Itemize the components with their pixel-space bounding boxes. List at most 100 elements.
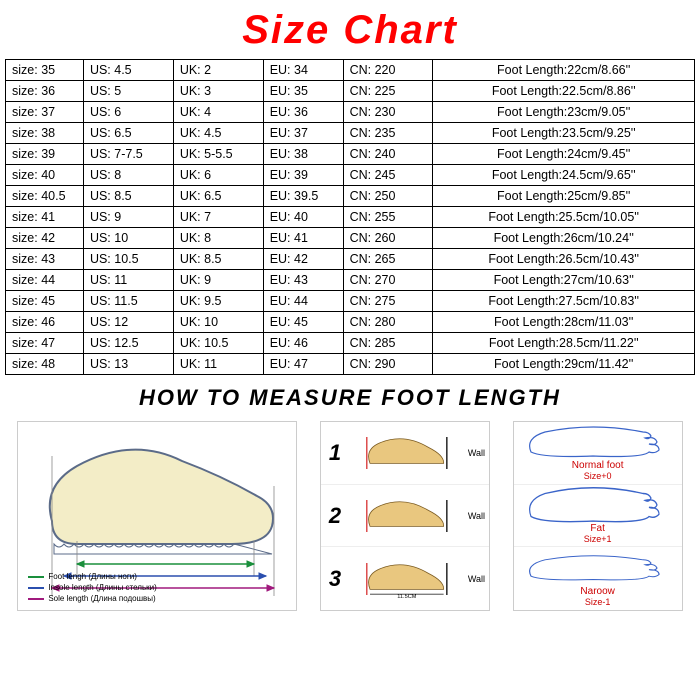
table-row: size: 45US: 11.5UK: 9.5EU: 44CN: 275Foot… <box>6 291 695 312</box>
cell-cn: CN: 230 <box>343 102 433 123</box>
measure-step: 2 Wall <box>321 485 489 548</box>
cell-us: US: 6 <box>83 102 173 123</box>
table-row: size: 39US: 7-7.5UK: 5-5.5EU: 38CN: 240F… <box>6 144 695 165</box>
cell-cn: CN: 240 <box>343 144 433 165</box>
cell-size: size: 47 <box>6 333 84 354</box>
cell-size: size: 44 <box>6 270 84 291</box>
step-number: 3 <box>321 566 349 592</box>
cell-uk: UK: 8.5 <box>173 249 263 270</box>
cell-us: US: 12 <box>83 312 173 333</box>
step-wall-label: Wall <box>468 574 489 584</box>
legend-insole-label: Insole length (Длины стельки) <box>48 582 156 593</box>
cell-us: US: 13 <box>83 354 173 375</box>
cell-size: size: 40 <box>6 165 84 186</box>
cell-uk: UK: 4.5 <box>173 123 263 144</box>
cell-eu: EU: 43 <box>263 270 343 291</box>
cell-foot: Foot Length:27cm/10.63'' <box>433 270 695 291</box>
cell-cn: CN: 265 <box>343 249 433 270</box>
cell-eu: EU: 39.5 <box>263 186 343 207</box>
cell-eu: EU: 36 <box>263 102 343 123</box>
cell-us: US: 11.5 <box>83 291 173 312</box>
cell-eu: EU: 35 <box>263 81 343 102</box>
legend-foot-label: Foot lengh (Длины ноги) <box>48 571 137 582</box>
cell-uk: UK: 10 <box>173 312 263 333</box>
cell-uk: UK: 8 <box>173 228 263 249</box>
step-wall-label: Wall <box>468 511 489 521</box>
cell-us: US: 6.5 <box>83 123 173 144</box>
step-foot-icon <box>349 433 468 473</box>
cell-cn: CN: 290 <box>343 354 433 375</box>
step-foot-icon <box>349 496 468 536</box>
cell-size: size: 43 <box>6 249 84 270</box>
cell-uk: UK: 11 <box>173 354 263 375</box>
measure-heading: HOW TO MEASURE FOOT LENGTH <box>0 375 700 417</box>
shoe-diagram-panel: Foot lengh (Длины ноги) Insole length (Д… <box>17 421 297 611</box>
cell-us: US: 8.5 <box>83 186 173 207</box>
legend-sole-label: Sole length (Длина подошвы) <box>48 593 155 604</box>
cell-cn: CN: 260 <box>343 228 433 249</box>
cell-size: size: 40.5 <box>6 186 84 207</box>
step-wall-label: Wall <box>468 448 489 458</box>
shoe-legend: Foot lengh (Длины ноги) Insole length (Д… <box>28 571 156 604</box>
measure-steps-panel: 1 Wall2 Wall3 11.5CM Wall <box>320 421 490 611</box>
cell-eu: EU: 41 <box>263 228 343 249</box>
table-row: size: 40US: 8UK: 6EU: 39CN: 245Foot Leng… <box>6 165 695 186</box>
cell-cn: CN: 270 <box>343 270 433 291</box>
cell-uk: UK: 6 <box>173 165 263 186</box>
table-row: size: 44US: 11UK: 9EU: 43CN: 270Foot Len… <box>6 270 695 291</box>
step-number: 1 <box>321 440 349 466</box>
cell-cn: CN: 235 <box>343 123 433 144</box>
cell-us: US: 10 <box>83 228 173 249</box>
cell-foot: Foot Length:25.5cm/10.05'' <box>433 207 695 228</box>
cell-size: size: 45 <box>6 291 84 312</box>
svg-text:11.5CM: 11.5CM <box>397 594 417 599</box>
cell-size: size: 36 <box>6 81 84 102</box>
table-row: size: 48US: 13UK: 11EU: 47CN: 290Foot Le… <box>6 354 695 375</box>
foot-type-label: Naroow <box>580 586 614 597</box>
cell-cn: CN: 280 <box>343 312 433 333</box>
cell-us: US: 7-7.5 <box>83 144 173 165</box>
cell-cn: CN: 225 <box>343 81 433 102</box>
cell-foot: Foot Length:27.5cm/10.83'' <box>433 291 695 312</box>
legend-foot: Foot lengh (Длины ноги) <box>28 571 156 582</box>
table-row: size: 37US: 6UK: 4EU: 36CN: 230Foot Leng… <box>6 102 695 123</box>
cell-size: size: 41 <box>6 207 84 228</box>
cell-cn: CN: 285 <box>343 333 433 354</box>
cell-foot: Foot Length:22cm/8.66'' <box>433 60 695 81</box>
cell-size: size: 42 <box>6 228 84 249</box>
cell-eu: EU: 46 <box>263 333 343 354</box>
cell-size: size: 37 <box>6 102 84 123</box>
cell-eu: EU: 40 <box>263 207 343 228</box>
legend-sole: Sole length (Длина подошвы) <box>28 593 156 604</box>
table-row: size: 42US: 10UK: 8EU: 41CN: 260Foot Len… <box>6 228 695 249</box>
cell-us: US: 5 <box>83 81 173 102</box>
cell-foot: Foot Length:24.5cm/9.65'' <box>433 165 695 186</box>
table-row: size: 43US: 10.5UK: 8.5EU: 42CN: 265Foot… <box>6 249 695 270</box>
cell-size: size: 48 <box>6 354 84 375</box>
cell-us: US: 4.5 <box>83 60 173 81</box>
cell-cn: CN: 275 <box>343 291 433 312</box>
cell-foot: Foot Length:26.5cm/10.43'' <box>433 249 695 270</box>
cell-eu: EU: 39 <box>263 165 343 186</box>
cell-foot: Foot Length:22.5cm/8.86'' <box>433 81 695 102</box>
cell-eu: EU: 47 <box>263 354 343 375</box>
measure-step: 3 11.5CM Wall <box>321 547 489 610</box>
foot-type-panel: Normal foot Size+0 Fat Size+1 Naroow Siz… <box>513 421 683 611</box>
cell-us: US: 10.5 <box>83 249 173 270</box>
cell-cn: CN: 245 <box>343 165 433 186</box>
table-row: size: 36US: 5UK: 3EU: 35CN: 225Foot Leng… <box>6 81 695 102</box>
cell-size: size: 46 <box>6 312 84 333</box>
table-row: size: 40.5US: 8.5UK: 6.5EU: 39.5CN: 250F… <box>6 186 695 207</box>
cell-us: US: 12.5 <box>83 333 173 354</box>
cell-cn: CN: 220 <box>343 60 433 81</box>
cell-foot: Foot Length:24cm/9.45'' <box>433 144 695 165</box>
cell-eu: EU: 45 <box>263 312 343 333</box>
cell-foot: Foot Length:23cm/9.05'' <box>433 102 695 123</box>
step-foot-icon: 11.5CM <box>349 559 468 599</box>
cell-uk: UK: 2 <box>173 60 263 81</box>
cell-foot: Foot Length:25cm/9.85'' <box>433 186 695 207</box>
cell-us: US: 11 <box>83 270 173 291</box>
cell-eu: EU: 37 <box>263 123 343 144</box>
cell-uk: UK: 6.5 <box>173 186 263 207</box>
cell-uk: UK: 3 <box>173 81 263 102</box>
